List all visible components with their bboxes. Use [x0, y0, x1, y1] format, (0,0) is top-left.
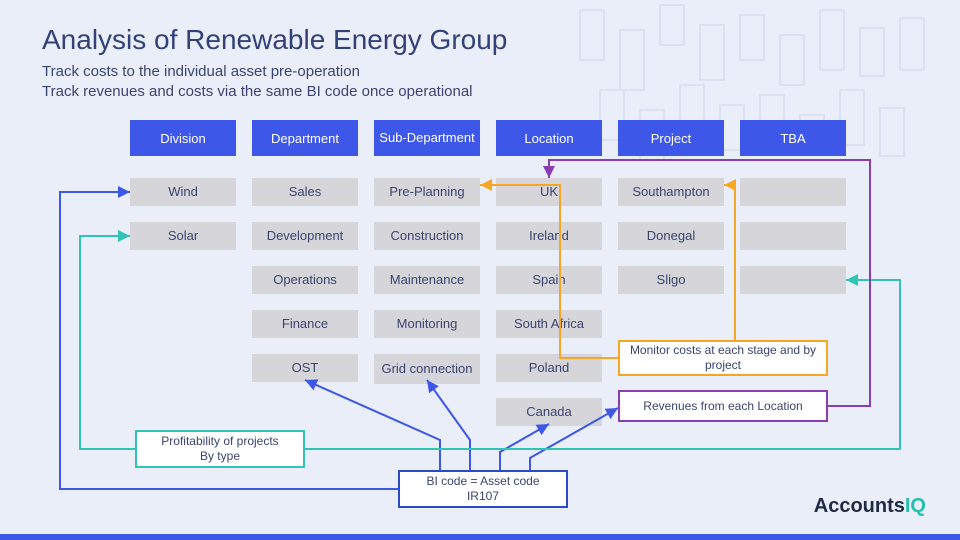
subtitle-line2: Track revenues and costs via the same BI… — [42, 83, 473, 100]
cell-4-1: Donegal — [618, 222, 724, 250]
connector-8 — [724, 185, 735, 340]
callout-bicode: BI code = Asset code IR107 — [398, 470, 568, 508]
connector-2 — [427, 380, 470, 470]
col-header-3: Location — [496, 120, 602, 156]
col-header-0: Division — [130, 120, 236, 156]
cell-1-4: OST — [252, 354, 358, 382]
col-header-5: TBA — [740, 120, 846, 156]
bg-decoration — [560, 0, 960, 200]
cell-2-3: Monitoring — [374, 310, 480, 338]
brand-logo: AccountsIQ — [814, 495, 926, 518]
page-title: Analysis of Renewable Energy Group — [42, 24, 507, 56]
cell-3-2: Spain — [496, 266, 602, 294]
cell-2-2: Maintenance — [374, 266, 480, 294]
connector-5 — [80, 236, 135, 449]
cell-5-1 — [740, 222, 846, 250]
callout-monitor: Monitor costs at each stage and by proje… — [618, 340, 828, 376]
page-subtitle: Track costs to the individual asset pre-… — [42, 62, 473, 103]
logo-text-a: Accounts — [814, 495, 905, 517]
col-header-4: Project — [618, 120, 724, 156]
bottom-bar — [0, 534, 960, 540]
cell-2-4: Grid connection — [374, 354, 480, 384]
connector-3 — [500, 424, 549, 470]
logo-text-b: IQ — [905, 495, 926, 517]
cell-3-1: Ireland — [496, 222, 602, 250]
cell-4-0: Southampton — [618, 178, 724, 206]
cell-1-1: Development — [252, 222, 358, 250]
cell-2-1: Construction — [374, 222, 480, 250]
cell-0-0: Wind — [130, 178, 236, 206]
cell-1-3: Finance — [252, 310, 358, 338]
callout-profitability: Profitability of projects By type — [135, 430, 305, 468]
cell-0-1: Solar — [130, 222, 236, 250]
cell-1-0: Sales — [252, 178, 358, 206]
cell-2-0: Pre-Planning — [374, 178, 480, 206]
cell-1-2: Operations — [252, 266, 358, 294]
col-header-2: Sub-Department — [374, 120, 480, 156]
cell-3-5: Canada — [496, 398, 602, 426]
cell-3-0: UK — [496, 178, 602, 206]
cell-5-0 — [740, 178, 846, 206]
cell-5-2 — [740, 266, 846, 294]
cell-3-3: South Africa — [496, 310, 602, 338]
connector-1 — [305, 380, 440, 470]
cell-3-4: Poland — [496, 354, 602, 382]
callout-revenues: Revenues from each Location — [618, 390, 828, 422]
cell-4-2: Sligo — [618, 266, 724, 294]
col-header-1: Department — [252, 120, 358, 156]
subtitle-line1: Track costs to the individual asset pre-… — [42, 63, 360, 80]
